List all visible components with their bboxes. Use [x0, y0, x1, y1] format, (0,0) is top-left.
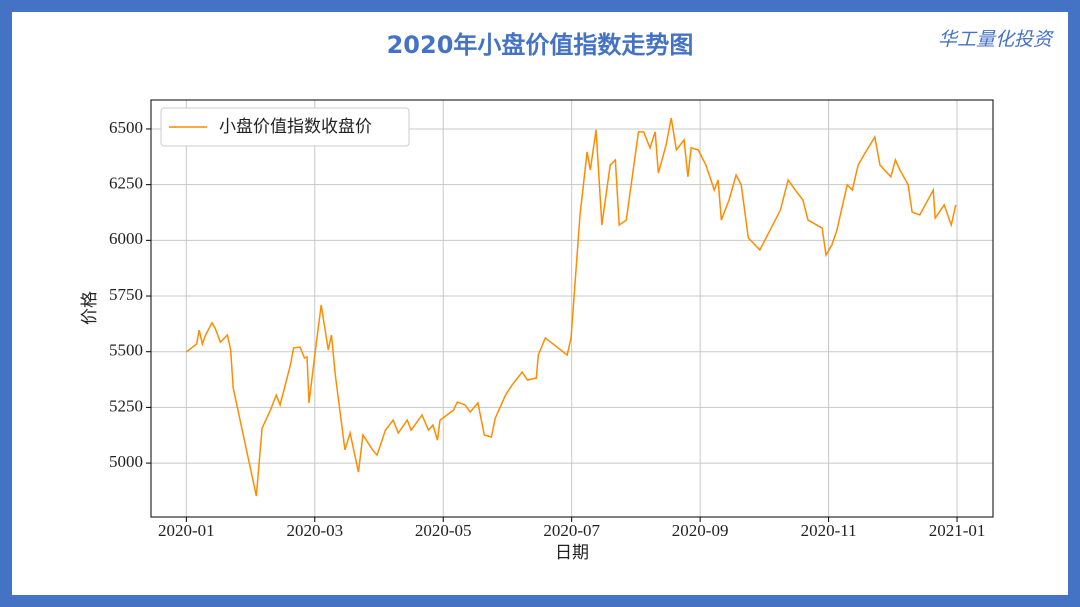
y-tick-label: 6500	[109, 118, 143, 137]
x-axis-label: 日期	[555, 543, 589, 563]
x-tick-label: 2020-11	[801, 521, 857, 540]
watermark: 华工量化投资	[938, 29, 1055, 51]
y-tick-label: 6000	[109, 229, 143, 248]
line-series	[185, 117, 957, 497]
y-tick-label: 5000	[109, 452, 143, 471]
x-tick-label: 2020-07	[543, 521, 600, 540]
y-tick-label: 5750	[109, 285, 143, 304]
canvas	[12, 12, 1068, 595]
x-tick-label: 2020-05	[415, 521, 472, 540]
y-tick-label: 5250	[109, 396, 143, 415]
y-tick-label: 5500	[109, 341, 143, 360]
x-tick-label: 2020-03	[286, 521, 343, 540]
legend-label: 小盘价值指数收盘价	[219, 117, 372, 137]
x-tick-label: 2020-09	[672, 521, 729, 540]
y-tick-label: 6250	[109, 174, 143, 193]
plot-frame	[150, 99, 994, 518]
chart-title: 2020年小盘价值指数走势图	[387, 31, 694, 59]
x-tick-label: 2020-01	[158, 521, 215, 540]
legend-box	[160, 107, 410, 147]
y-axis-label: 价格	[80, 291, 100, 325]
x-tick-label: 2021-01	[929, 521, 986, 540]
